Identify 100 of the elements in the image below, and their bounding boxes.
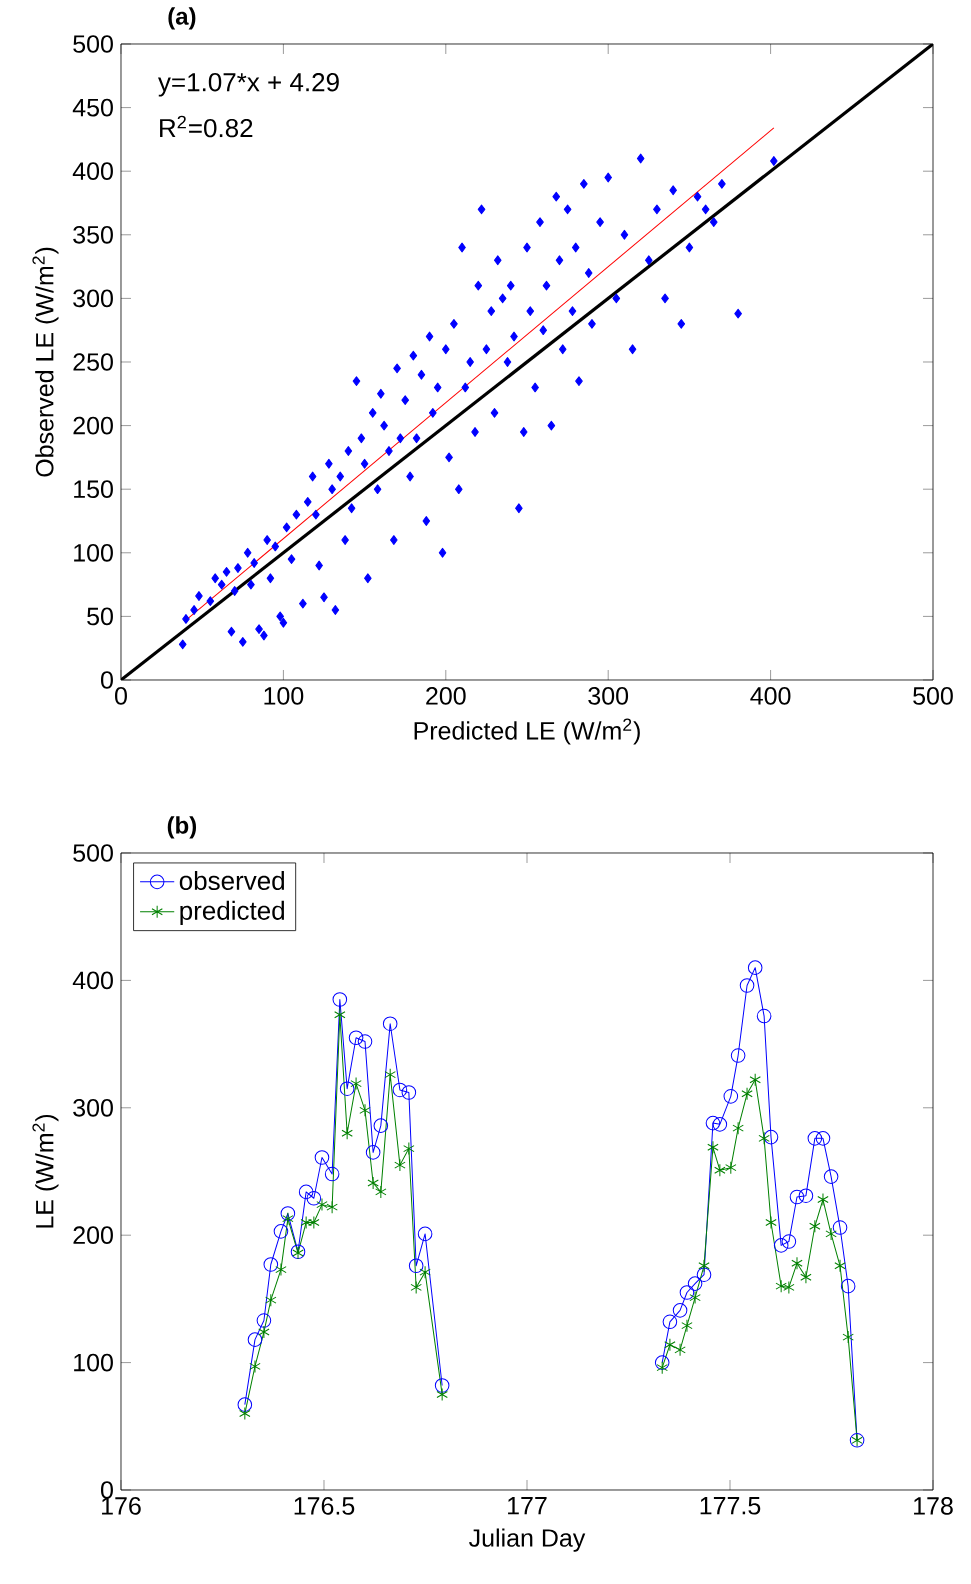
point	[773, 1238, 789, 1253]
y-tick-label: 450	[72, 98, 113, 117]
point	[350, 1077, 362, 1091]
point	[807, 1131, 823, 1146]
point	[687, 1276, 703, 1291]
point	[798, 1188, 814, 1203]
point	[791, 1256, 803, 1270]
point	[732, 1121, 744, 1135]
point	[800, 1270, 812, 1284]
point	[739, 978, 755, 993]
y-axis-title: Observed LE (W/m$^{2}$)	[32, 247, 59, 477]
y-tick-label: 100	[74, 1353, 113, 1372]
point	[712, 1117, 728, 1132]
y-tick-label: 300	[73, 289, 113, 308]
point	[419, 1265, 431, 1279]
point	[265, 1293, 277, 1307]
x-tick-label: 400	[750, 687, 791, 705]
point	[280, 1206, 296, 1221]
point	[789, 1189, 805, 1205]
point	[758, 1131, 770, 1145]
point	[705, 1115, 721, 1131]
point	[747, 960, 763, 975]
point	[689, 1291, 701, 1305]
point	[815, 1131, 831, 1146]
point	[763, 1129, 779, 1145]
point	[436, 1387, 448, 1401]
y-tick-label: 400	[72, 971, 113, 990]
point	[316, 1198, 328, 1212]
point	[656, 1361, 668, 1375]
point	[408, 1258, 424, 1274]
point	[249, 1359, 261, 1373]
point	[840, 1278, 856, 1294]
y-tick-label: 200	[73, 416, 113, 435]
point	[314, 1150, 330, 1165]
point	[334, 1008, 346, 1022]
point	[373, 1118, 389, 1133]
y-tick-label: 350	[73, 225, 113, 244]
point	[256, 1313, 272, 1328]
point	[324, 1166, 340, 1182]
point	[674, 1343, 686, 1357]
point	[434, 1378, 450, 1393]
x-tick-label: 200	[426, 687, 466, 705]
point	[765, 1215, 777, 1229]
y-tick-label: 500	[73, 844, 113, 862]
point	[781, 1234, 797, 1249]
x-tick-label: 177.5	[700, 1497, 761, 1515]
point	[783, 1280, 795, 1294]
point	[300, 1215, 312, 1229]
point	[823, 1169, 839, 1184]
point	[723, 1089, 739, 1104]
point	[359, 1103, 371, 1117]
y-tick-label: 250	[73, 353, 113, 371]
point	[365, 1145, 381, 1160]
legend-label: observed	[179, 870, 284, 891]
point	[842, 1330, 854, 1344]
point	[681, 1319, 693, 1333]
point	[326, 1200, 338, 1214]
legend-label: predicted	[180, 900, 284, 926]
point	[339, 1081, 355, 1096]
point	[239, 1407, 251, 1421]
point	[749, 1073, 761, 1087]
point	[263, 1257, 279, 1272]
point	[725, 1161, 737, 1175]
point	[730, 1048, 746, 1063]
point	[741, 1087, 753, 1101]
point	[306, 1190, 322, 1206]
point	[275, 1263, 287, 1277]
point	[775, 1279, 787, 1293]
x-axis-title: Predicted LE (W/m$^{2}$)	[414, 718, 640, 745]
y-tick-label: 200	[73, 1226, 113, 1245]
x-tick-label: 500	[913, 687, 953, 705]
point	[707, 1140, 719, 1154]
point	[258, 1325, 270, 1339]
point	[832, 1220, 848, 1235]
chart-title: (a)	[168, 7, 196, 30]
point	[247, 1332, 263, 1347]
point	[401, 1085, 417, 1100]
point	[394, 1158, 406, 1172]
point	[672, 1303, 688, 1318]
annotation: R$^{2}$=0.82	[160, 115, 253, 138]
y-tick-label: 500	[73, 35, 113, 53]
y-tick-label: 0	[101, 671, 113, 689]
point	[237, 1397, 253, 1412]
y-tick-label: 100	[74, 543, 113, 562]
x-tick-label: 176.5	[294, 1497, 355, 1515]
point	[403, 1142, 415, 1156]
point	[696, 1267, 712, 1282]
point	[273, 1224, 289, 1239]
point	[756, 1008, 772, 1024]
x-axis-title: Julian Day	[469, 1528, 586, 1552]
point	[817, 1193, 829, 1207]
x-tick-label: 177	[508, 1497, 547, 1515]
chart-title: (b)	[167, 816, 197, 839]
point	[834, 1259, 846, 1273]
y-axis-title: LE (W/m$^{2}$)	[32, 1114, 59, 1228]
point	[341, 1126, 353, 1140]
point	[714, 1163, 726, 1177]
point	[662, 1314, 678, 1330]
point	[654, 1355, 670, 1370]
point	[392, 1082, 408, 1098]
